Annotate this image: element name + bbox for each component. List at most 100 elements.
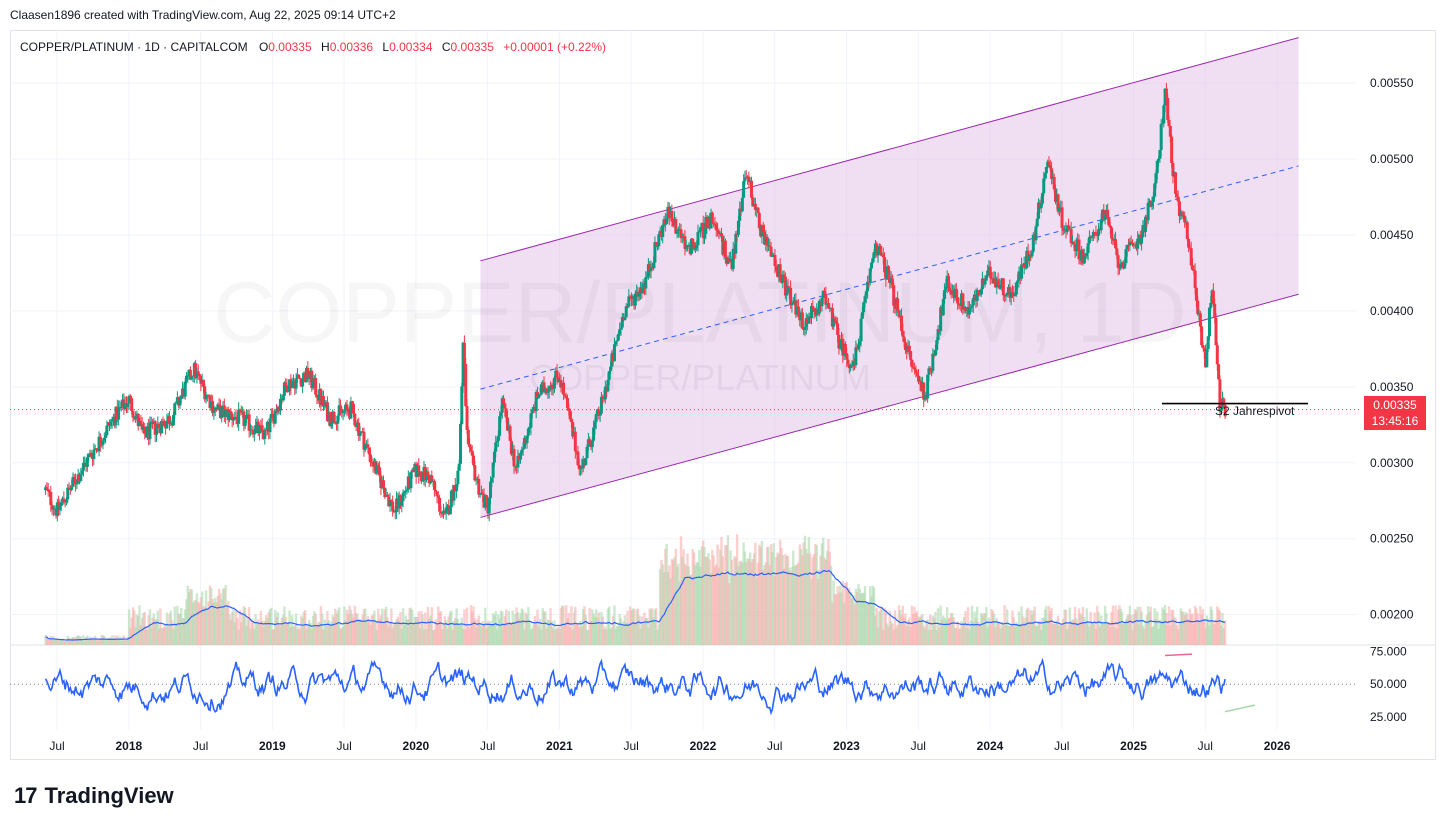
volume-bar — [632, 608, 636, 645]
volume-bar — [604, 626, 607, 645]
volume-bar — [425, 628, 428, 645]
candle-body — [353, 413, 357, 426]
candle-body — [508, 426, 512, 441]
candle-body — [879, 245, 883, 256]
candle-body — [401, 492, 405, 501]
volume-bar — [557, 626, 560, 645]
close-value: 0.00335 — [450, 40, 494, 54]
volume-bar — [168, 613, 171, 645]
candle-body — [1196, 300, 1200, 315]
volume-bar — [194, 600, 197, 645]
candle-body — [79, 474, 83, 481]
candle-body — [1211, 290, 1215, 304]
volume-bar — [70, 638, 73, 645]
volume-bar — [788, 567, 791, 645]
volume-bar — [1197, 620, 1201, 645]
candle-body — [692, 242, 696, 250]
candle-body — [988, 266, 992, 278]
volume-bar — [906, 620, 910, 645]
volume-bar — [831, 602, 834, 645]
volume-bar — [1106, 623, 1109, 645]
candle-body — [207, 394, 211, 396]
watermark-main: COPPER/PLATINUM, 1D — [213, 265, 1186, 361]
volume-bar — [439, 611, 443, 645]
candle-body — [301, 378, 305, 387]
volume-bar — [1079, 613, 1082, 645]
volume-bar — [536, 609, 539, 645]
volume-bar — [985, 607, 988, 645]
volume-bar — [589, 620, 593, 645]
volume-bar — [1045, 605, 1048, 645]
volume-bar — [232, 609, 235, 645]
volume-bar — [1052, 623, 1056, 645]
volume-bar — [495, 629, 499, 645]
volume-bar — [80, 639, 84, 645]
volume-bar — [200, 591, 204, 645]
volume-bar — [221, 588, 225, 645]
volume-bar — [703, 547, 706, 645]
volume-bar — [673, 557, 676, 645]
candle-body — [1067, 225, 1071, 229]
volume-bar — [764, 562, 768, 645]
volume-bar — [416, 616, 419, 645]
candle-body — [670, 210, 674, 222]
candle-body — [881, 254, 885, 258]
volume-bar — [973, 611, 976, 645]
volume-bar — [198, 603, 201, 645]
volume-bar — [660, 559, 663, 645]
last-price-badge: 0.00335 13:45:16 — [1364, 396, 1426, 430]
volume-bar — [1114, 605, 1117, 645]
volume-bar — [598, 621, 602, 645]
candle-body — [933, 350, 937, 356]
footer-branding[interactable]: 17 TradingView — [14, 783, 174, 809]
volume-bar — [947, 618, 950, 645]
rsi-divergence-upper — [1164, 653, 1193, 657]
candle-body — [821, 290, 825, 298]
volume-bar — [137, 616, 140, 645]
volume-bar — [53, 640, 56, 645]
volume-bar — [635, 609, 638, 645]
volume-bar — [1105, 613, 1108, 645]
candle-body — [1214, 318, 1218, 346]
candle-body — [231, 419, 235, 421]
candle-body — [477, 479, 481, 495]
volume-bar — [614, 628, 617, 645]
candle-body — [781, 274, 785, 283]
volume-bar — [670, 559, 674, 645]
volume-bar — [306, 625, 310, 645]
volume-bar — [244, 607, 247, 645]
volume-bar — [605, 628, 608, 645]
volume-bar — [896, 624, 899, 645]
volume-bar — [90, 639, 93, 645]
volume-bar — [414, 616, 418, 645]
candle-body — [528, 427, 532, 429]
volume-bar — [100, 635, 103, 645]
candle-body — [178, 399, 182, 406]
volume-bar — [208, 585, 212, 645]
volume-bar — [254, 613, 257, 645]
candle-body — [769, 246, 773, 257]
candle-body — [220, 406, 224, 419]
volume-bar — [486, 620, 490, 645]
volume-bar — [644, 618, 647, 645]
candle-body — [803, 326, 807, 330]
volume-bar — [922, 625, 925, 645]
candle-body — [566, 398, 570, 409]
candle-body — [545, 388, 549, 394]
volume-bar — [403, 625, 406, 645]
volume-bar — [356, 613, 359, 645]
volume-bar — [437, 606, 440, 645]
volume-bar — [258, 624, 261, 645]
volume-bar — [1156, 611, 1159, 645]
volume-bar — [812, 554, 816, 645]
volume-bar — [564, 605, 568, 645]
volume-bar — [700, 546, 704, 645]
candle-body — [131, 410, 135, 418]
volume-bar — [155, 619, 158, 645]
candle-body — [238, 409, 242, 411]
candle-body — [469, 447, 473, 451]
volume-bar — [979, 613, 983, 645]
candle-body — [628, 296, 632, 298]
volume-bar — [601, 616, 604, 645]
